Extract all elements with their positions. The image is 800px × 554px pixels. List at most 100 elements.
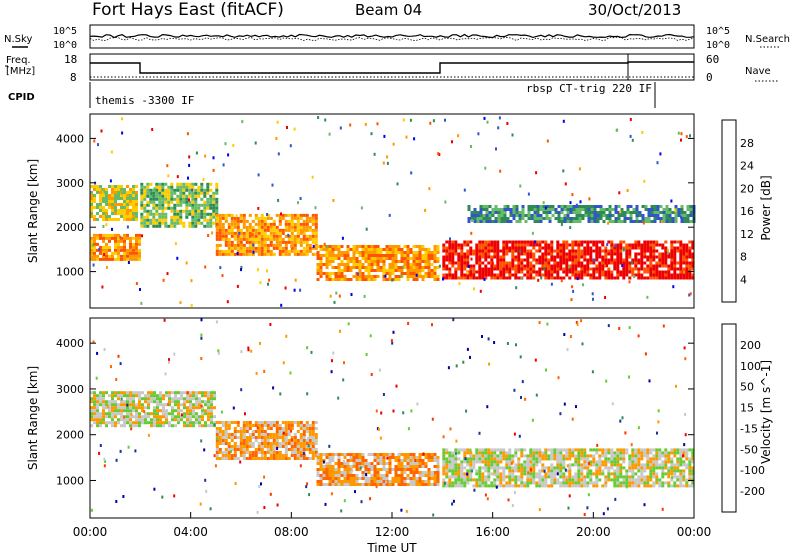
scatter-cell-band-4	[328, 248, 332, 251]
scatter-cell-band-3	[481, 448, 485, 452]
scatter-cell-band-3	[598, 472, 602, 476]
scatter-cell-band-2	[427, 459, 431, 462]
scatter-cell-band-2	[185, 188, 189, 192]
scatter-cell-band-1	[227, 427, 231, 430]
scatter-cell-band-3	[314, 219, 318, 223]
scatter-cell-band-2	[328, 483, 332, 486]
scatter-cell-band-5	[658, 276, 662, 280]
scatter-cell-band-1	[311, 421, 315, 424]
scatter-cell-band-0	[132, 218, 135, 221]
scatter-cell-band-3	[272, 246, 276, 250]
scatter-cell-band-5	[520, 249, 524, 253]
scatter-cell-band-3	[682, 469, 686, 473]
scatter-cell-band-6	[677, 211, 681, 214]
scatter-cell-band-2	[206, 224, 210, 228]
scatter-cell-band-3	[604, 484, 608, 488]
scatter-cell-band-5	[637, 252, 641, 256]
scatter-cell-band-3	[571, 481, 575, 485]
scatter-cell-band-5	[541, 246, 545, 250]
scatter-cell-band-3	[230, 243, 234, 247]
scatter-cell-band-5	[667, 276, 671, 280]
scatter-cell-band-2	[337, 477, 341, 480]
scatter-cell-band-3	[281, 237, 285, 241]
scatter-cell-band-3	[493, 481, 497, 485]
scatter-cell-band-3	[487, 466, 491, 470]
scatter-cell-band-5	[502, 261, 506, 265]
scatter-cell-band-6	[557, 205, 561, 208]
scatter-cell-band-2	[209, 188, 213, 192]
scatter-cell-band-5	[514, 276, 518, 280]
scatter-cell-band-3	[610, 463, 614, 467]
scatter-cell-band-3	[254, 216, 258, 220]
scatter-cell-band-3	[637, 457, 641, 461]
scatter-cell-band-2	[337, 462, 341, 465]
scatter-cell-band-4	[436, 251, 440, 254]
scatter-cell-band-3	[535, 481, 539, 485]
scatter-cell-band-5	[544, 255, 548, 259]
scatter-cell-band-6	[686, 214, 690, 217]
scatter-cell-band-5	[445, 246, 449, 250]
scatter-cell-band-5	[580, 249, 584, 253]
scatter-cell-band-2	[346, 474, 350, 477]
scatter-cell-band-2	[191, 209, 195, 213]
scatter-cell-band-0	[111, 194, 114, 197]
scatter-cell-band-3	[634, 460, 638, 464]
scatter-cell-band-3	[487, 454, 491, 458]
scatter-cell-band-0	[171, 391, 174, 395]
scatter-cell-band-5	[529, 261, 533, 265]
scatter-cell-band-5	[520, 267, 524, 271]
scatter-cell-band-4	[361, 263, 365, 266]
scatter-cell-band-0	[192, 409, 195, 413]
scatter-cell-band-0	[129, 406, 132, 410]
scatter-cell-band-4	[412, 269, 416, 272]
scatter-cell-band-2	[215, 185, 219, 189]
scatter-cell-band-3	[272, 228, 276, 232]
scatter-cell-band-2	[340, 483, 344, 486]
scatter-cell-band-1	[275, 436, 279, 439]
scatter-cell-band-3	[649, 466, 653, 470]
scatter-cell-band-0	[126, 197, 129, 200]
scatter-cell-band-6	[680, 208, 684, 211]
scatter-cell-band-2	[170, 218, 174, 222]
scatter-cell-band-2	[397, 456, 401, 459]
scatter-speck	[504, 208, 507, 212]
scatter-cell-band-3	[532, 448, 536, 452]
scatter-cell-band-3	[272, 252, 276, 256]
scatter-cell-band-0	[105, 400, 108, 404]
scatter-cell-band-6	[656, 205, 660, 208]
scatter-cell-band-4	[334, 245, 338, 248]
scatter-cell-band-5	[640, 252, 644, 256]
scatter-cell-band-3	[691, 469, 695, 473]
scatter-cell-band-3	[287, 219, 291, 223]
scatter-cell-band-2	[391, 456, 395, 459]
scatter-cell-band-3	[457, 457, 461, 461]
scatter-cell-band-4	[334, 254, 338, 257]
scatter-cell-band-3	[290, 219, 294, 223]
scatter-cell-band-4	[418, 266, 422, 269]
scatter-cell-band-3	[463, 448, 467, 452]
scatter-cell-band-4	[337, 266, 341, 269]
scatter-cell-band-2	[170, 182, 174, 186]
scatter-cell-band-3	[254, 222, 258, 226]
scatter-cell-band-5	[502, 273, 506, 277]
scatter-cell-band-5	[658, 255, 662, 259]
scatter-cell-band-3	[457, 472, 461, 476]
scatter-cell-band-2	[188, 200, 192, 204]
scatter-cell-band-6	[518, 211, 522, 214]
scatter-cell-band-3	[601, 472, 605, 476]
scatter-speck	[527, 192, 530, 196]
scatter-cell-band-5	[604, 249, 608, 253]
scatter-cell-band-5	[607, 270, 611, 274]
scatter-cell-band-4	[340, 254, 344, 257]
scatter-speck	[135, 282, 138, 285]
scatter-cell-band-1	[138, 257, 141, 261]
scatter-cell-band-2	[161, 197, 165, 201]
scatter-cell-band-5	[493, 264, 497, 268]
scatter-cell-band-3	[541, 478, 545, 482]
scatter-cell-band-1	[129, 239, 132, 243]
scatter-cell-band-2	[352, 477, 356, 480]
scatter-cell-band-5	[598, 249, 602, 253]
scatter-cell-band-1	[108, 248, 111, 252]
scatter-cell-band-5	[445, 249, 449, 253]
scatter-cell-band-4	[337, 278, 341, 281]
